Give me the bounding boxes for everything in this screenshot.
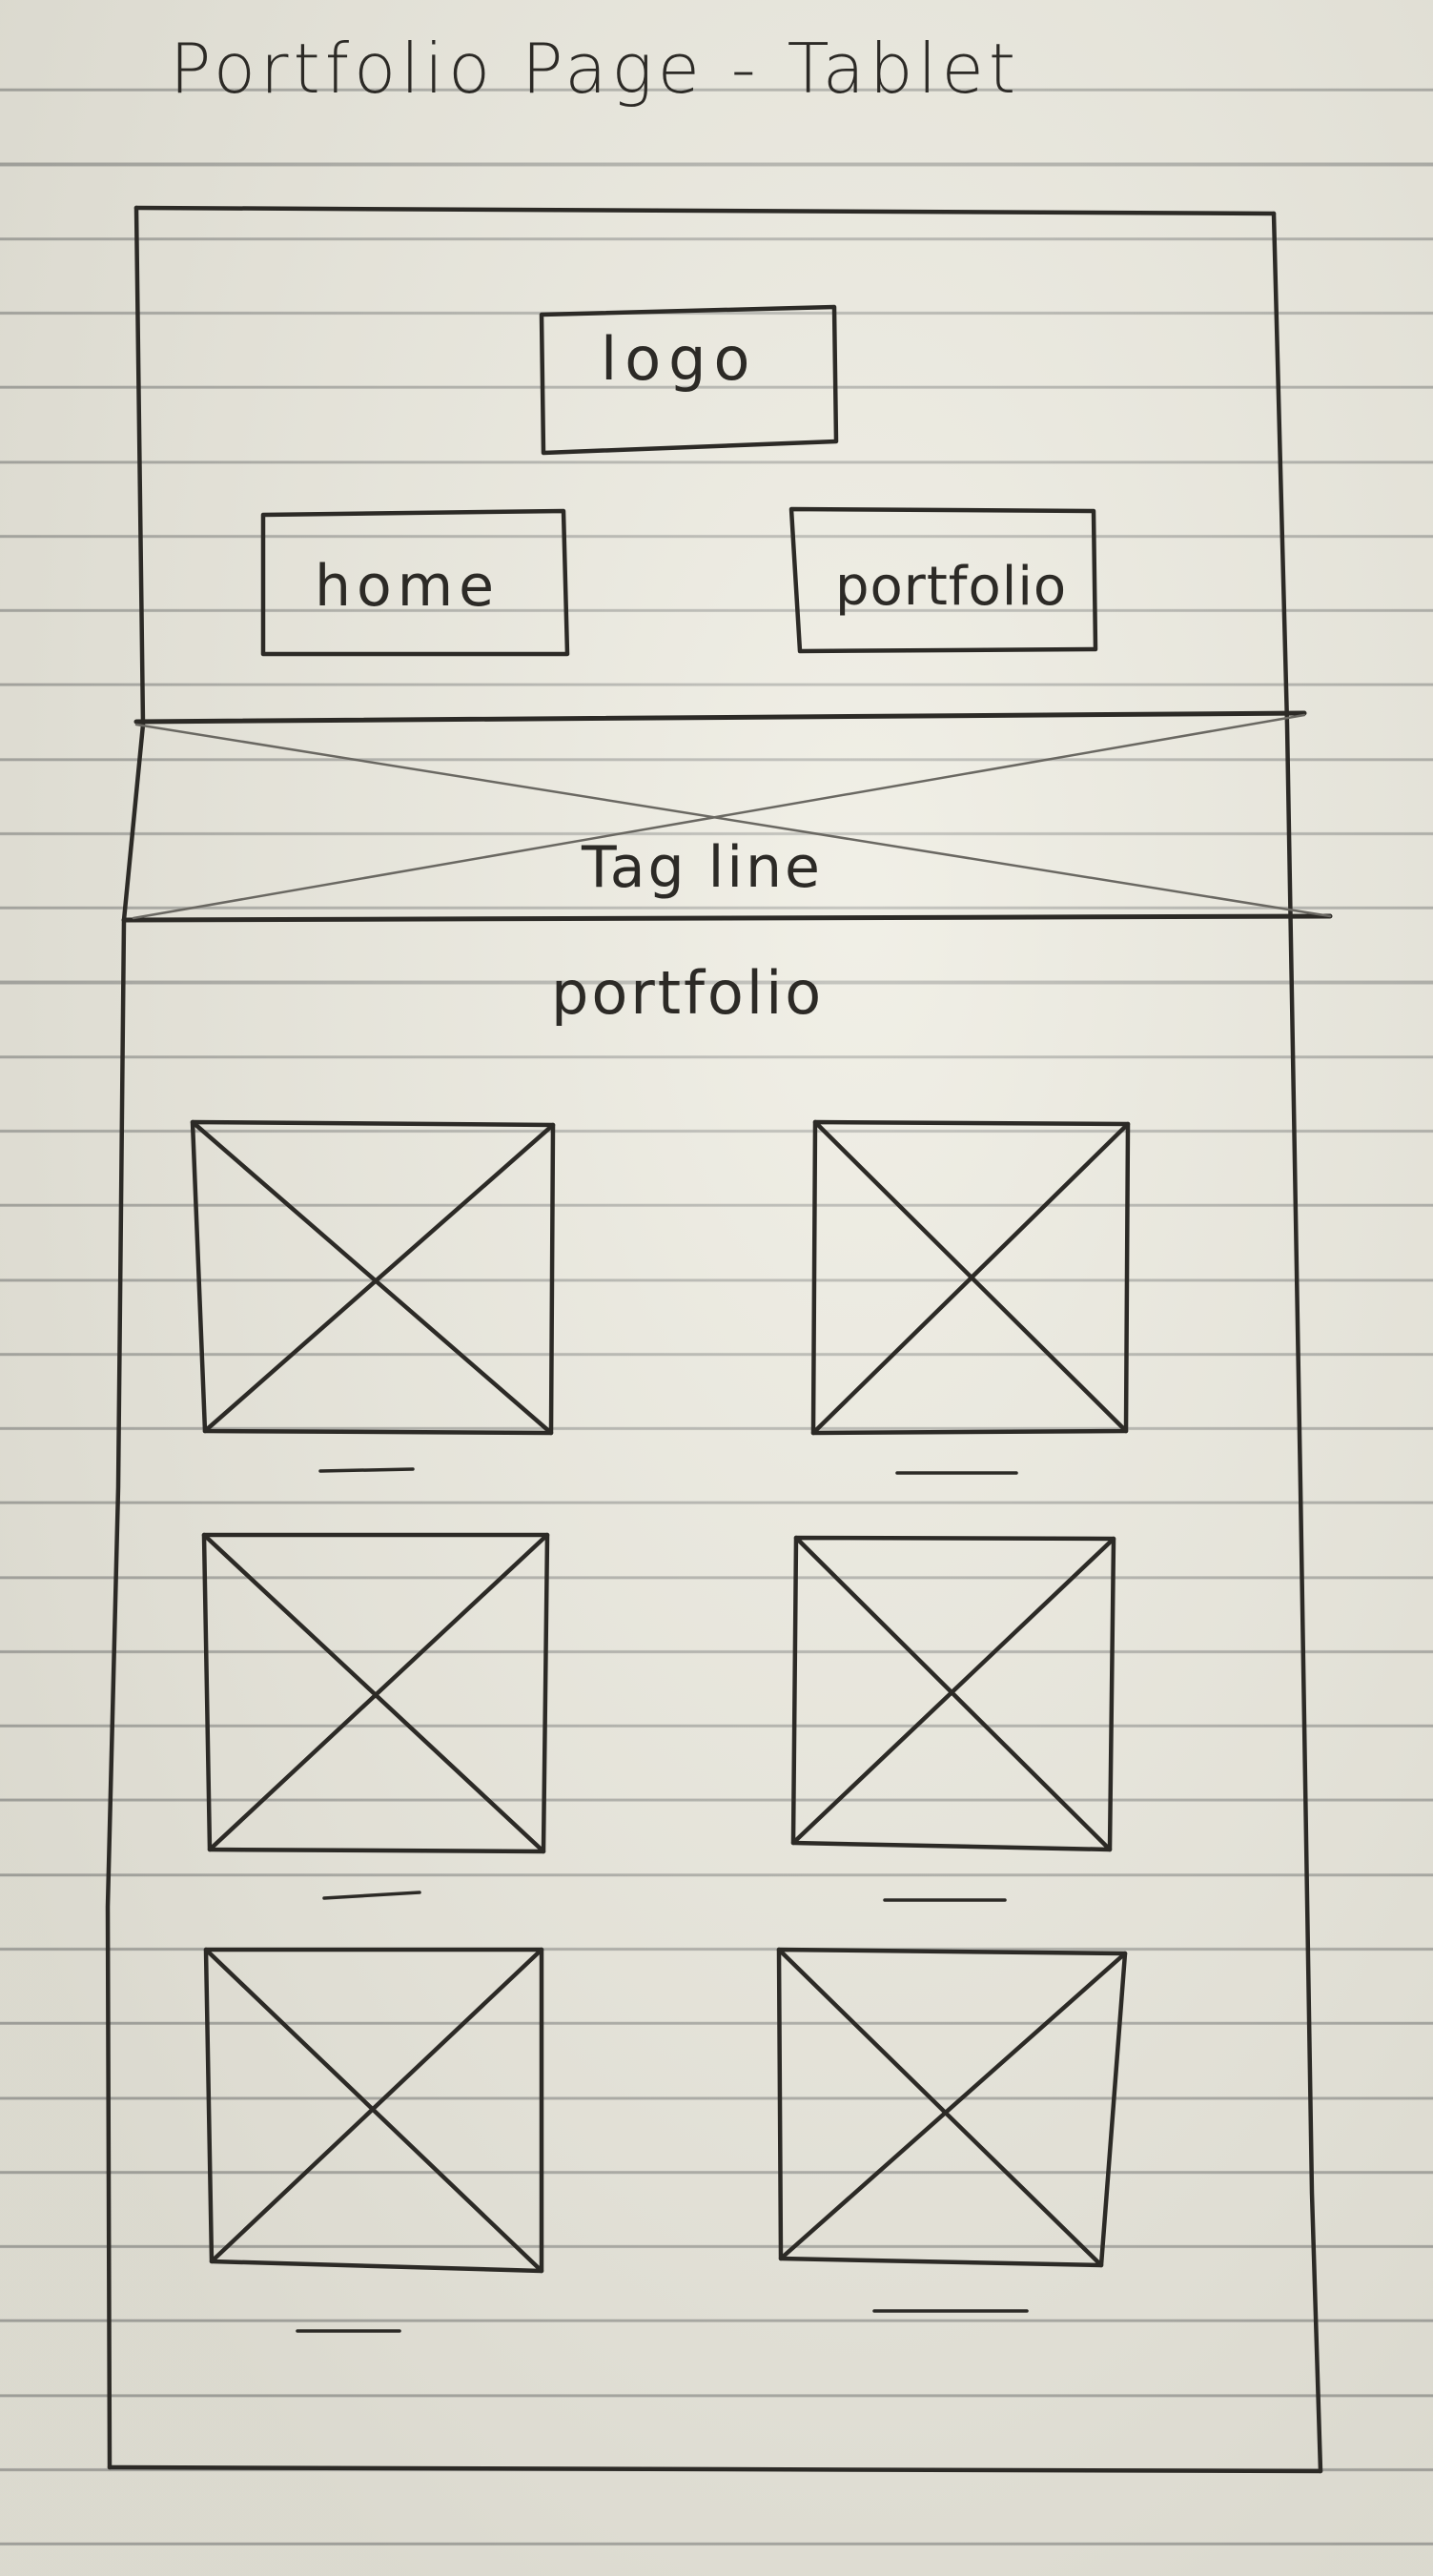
nav-portfolio-label: portfolio [835, 556, 1068, 618]
hero-tagline: Tag line [582, 834, 823, 901]
portfolio-nav-button [788, 506, 1098, 654]
image-placeholder-6 [776, 1947, 1128, 2268]
hero-banner [121, 710, 1333, 923]
image-placeholder-2 [810, 1119, 1131, 1436]
portfolio-section-heading: portfolio [551, 958, 825, 1028]
caption-placeholder-3 [322, 1891, 421, 1900]
logo-label: logo [601, 324, 758, 394]
page-title: Portfolio Page - Tablet [170, 29, 1021, 109]
logo-box [539, 304, 839, 456]
tablet-frame [105, 205, 1323, 2474]
caption-placeholder-1 [318, 1467, 415, 1473]
home-button [260, 508, 570, 657]
image-placeholder-5 [203, 1947, 544, 2274]
image-placeholder-1 [190, 1119, 556, 1436]
image-placeholder-3 [201, 1532, 550, 1854]
nav-home-label: home [315, 553, 501, 620]
image-placeholder-4 [790, 1535, 1116, 1852]
